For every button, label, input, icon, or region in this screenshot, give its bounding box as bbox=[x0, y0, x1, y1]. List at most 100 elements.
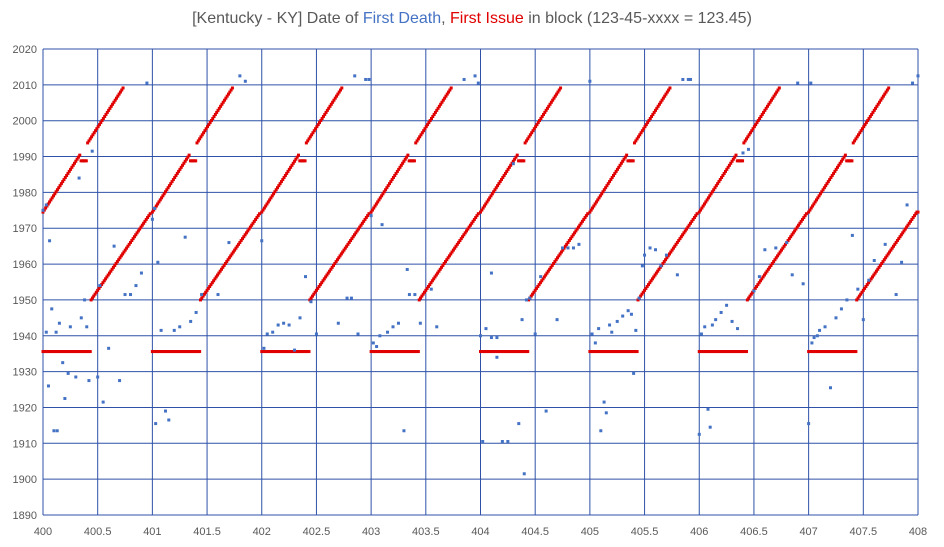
first-issue-point bbox=[115, 260, 119, 264]
first-issue-point bbox=[694, 214, 698, 218]
first-death-point bbox=[293, 348, 297, 352]
first-death-point bbox=[118, 379, 122, 383]
first-death-point bbox=[719, 310, 723, 314]
first-issue-point bbox=[476, 212, 480, 216]
first-issue-point bbox=[579, 221, 583, 225]
first-issue-point bbox=[393, 173, 397, 177]
first-issue-point bbox=[229, 88, 233, 92]
first-issue-point bbox=[134, 233, 138, 237]
first-issue-point bbox=[851, 141, 855, 145]
first-issue-point bbox=[886, 252, 890, 256]
first-issue-point bbox=[548, 102, 552, 106]
first-issue-point bbox=[575, 227, 579, 231]
first-issue-point bbox=[857, 294, 861, 298]
first-issue-point bbox=[376, 200, 380, 204]
first-issue-point bbox=[41, 210, 45, 214]
first-death-point bbox=[785, 241, 789, 245]
first-death-point bbox=[703, 325, 707, 329]
first-issue-point bbox=[605, 184, 609, 188]
first-death-point bbox=[74, 375, 78, 379]
first-issue-point bbox=[419, 133, 423, 137]
first-issue-point bbox=[399, 163, 403, 167]
first-issue-point bbox=[384, 188, 388, 192]
first-issue-point bbox=[358, 225, 362, 229]
first-death-point bbox=[489, 336, 493, 340]
first-issue-point bbox=[323, 112, 327, 116]
first-death-point bbox=[260, 239, 264, 243]
y-tick-label: 2010 bbox=[13, 80, 37, 92]
first-death-point bbox=[123, 293, 127, 297]
first-issue-point bbox=[753, 286, 757, 290]
first-issue-point bbox=[117, 258, 121, 262]
first-death-point bbox=[699, 332, 703, 336]
first-issue-point bbox=[577, 225, 580, 229]
first-death-point bbox=[46, 384, 50, 388]
first-issue-point bbox=[498, 180, 502, 184]
first-death-point bbox=[98, 284, 102, 288]
first-issue-point bbox=[312, 292, 316, 296]
first-issue-point bbox=[569, 237, 573, 241]
first-issue-point bbox=[320, 281, 324, 285]
first-issue-point bbox=[367, 212, 371, 216]
first-issue-point bbox=[187, 153, 191, 157]
first-death-point bbox=[916, 74, 920, 78]
first-issue-point bbox=[397, 167, 401, 171]
first-death-point bbox=[172, 328, 176, 332]
first-issue-point bbox=[243, 233, 247, 237]
first-issue-point bbox=[426, 285, 430, 289]
first-issue-point bbox=[565, 242, 569, 246]
first-issue-point bbox=[221, 265, 225, 269]
first-death-point bbox=[336, 321, 340, 325]
x-tick-label: 406 bbox=[690, 526, 708, 538]
first-death-point bbox=[629, 312, 633, 316]
first-issue-point bbox=[244, 231, 248, 235]
first-issue-point bbox=[528, 133, 532, 137]
first-issue-point bbox=[663, 94, 667, 98]
first-issue-point bbox=[428, 119, 432, 123]
first-death-point bbox=[238, 74, 242, 78]
first-issue-point bbox=[179, 165, 183, 169]
first-issue-point bbox=[854, 350, 858, 354]
first-issue-point bbox=[635, 137, 639, 141]
first-death-point bbox=[810, 341, 814, 345]
first-issue-point bbox=[264, 204, 268, 208]
first-death-point bbox=[823, 325, 827, 329]
first-death-point bbox=[730, 319, 734, 323]
first-issue-point bbox=[437, 104, 441, 108]
first-issue-point bbox=[61, 180, 65, 184]
first-issue-point bbox=[100, 283, 104, 287]
first-issue-point bbox=[541, 277, 545, 281]
first-issue-point bbox=[695, 212, 699, 216]
y-tick-label: 2020 bbox=[13, 44, 37, 56]
first-issue-point bbox=[282, 176, 286, 180]
first-issue-point bbox=[333, 96, 337, 100]
first-issue-point bbox=[697, 210, 701, 214]
first-issue-point bbox=[482, 204, 486, 208]
first-issue-point bbox=[807, 210, 811, 214]
first-issue-point bbox=[511, 159, 515, 163]
first-issue-point bbox=[444, 260, 447, 264]
first-issue-point bbox=[793, 229, 797, 233]
first-issue-point bbox=[441, 98, 445, 102]
first-issue-point bbox=[524, 139, 528, 143]
first-issue-point bbox=[242, 235, 246, 239]
first-issue-point bbox=[879, 98, 883, 102]
first-death-point bbox=[153, 207, 157, 211]
first-issue-point bbox=[681, 233, 685, 237]
first-death-point bbox=[905, 203, 909, 207]
first-issue-series bbox=[41, 86, 920, 354]
first-death-point bbox=[145, 81, 149, 85]
first-death-point bbox=[194, 310, 198, 314]
first-issue-point bbox=[269, 196, 273, 200]
first-issue-point bbox=[798, 221, 802, 225]
first-issue-point bbox=[84, 159, 88, 163]
first-issue-point bbox=[370, 208, 374, 212]
first-issue-point bbox=[181, 163, 185, 167]
first-issue-point bbox=[769, 98, 773, 102]
first-issue-point bbox=[447, 254, 451, 258]
first-issue-point bbox=[764, 271, 768, 275]
first-issue-point bbox=[708, 194, 712, 198]
first-death-series bbox=[41, 74, 920, 476]
first-issue-point bbox=[745, 298, 749, 302]
